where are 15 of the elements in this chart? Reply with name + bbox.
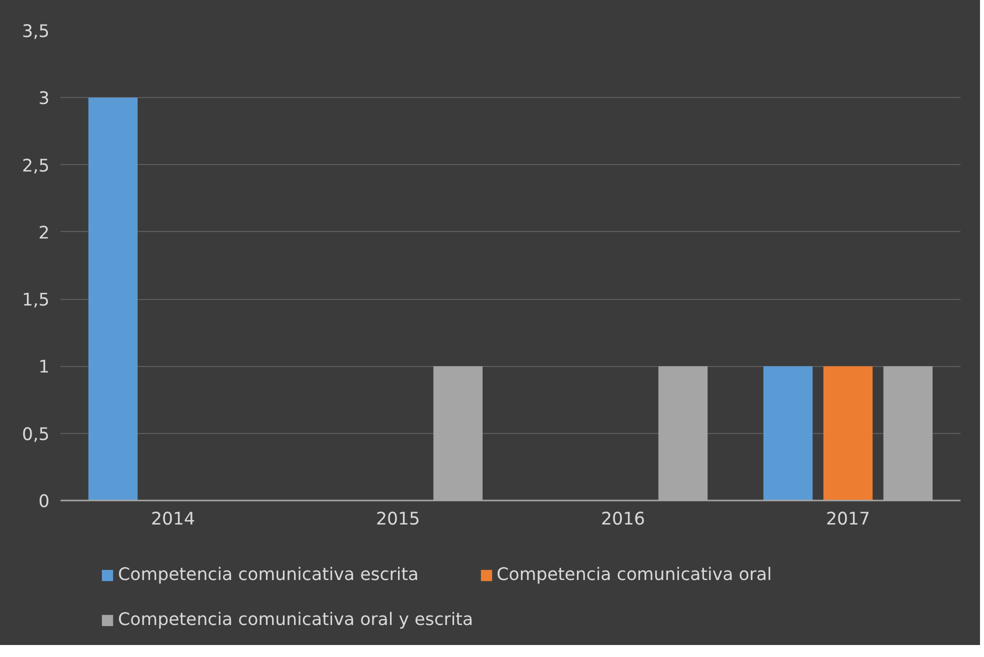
y-tick-label: 2,5 bbox=[22, 156, 50, 176]
legend-label: Competencia comunicativa oral bbox=[496, 565, 772, 585]
x-tick-label: 2014 bbox=[150, 510, 196, 530]
legend-label: Competencia comunicativa oral y escrita bbox=[118, 610, 474, 630]
y-tick-label: 0,5 bbox=[22, 424, 50, 445]
x-tick-label: 2017 bbox=[826, 510, 870, 530]
x-tick-label: 2016 bbox=[600, 510, 646, 530]
y-tick-label: 1,5 bbox=[22, 290, 50, 311]
y-tick-label: 1 bbox=[38, 358, 50, 378]
y-tick-label: 3,5 bbox=[22, 22, 50, 42]
y-tick-label: 3 bbox=[38, 89, 50, 110]
legend-label: Competencia comunicativa escrita bbox=[118, 565, 419, 585]
y-tick-label: 2 bbox=[38, 223, 50, 244]
y-tick-label: 0 bbox=[38, 492, 50, 512]
x-tick-label: 2015 bbox=[376, 510, 420, 530]
